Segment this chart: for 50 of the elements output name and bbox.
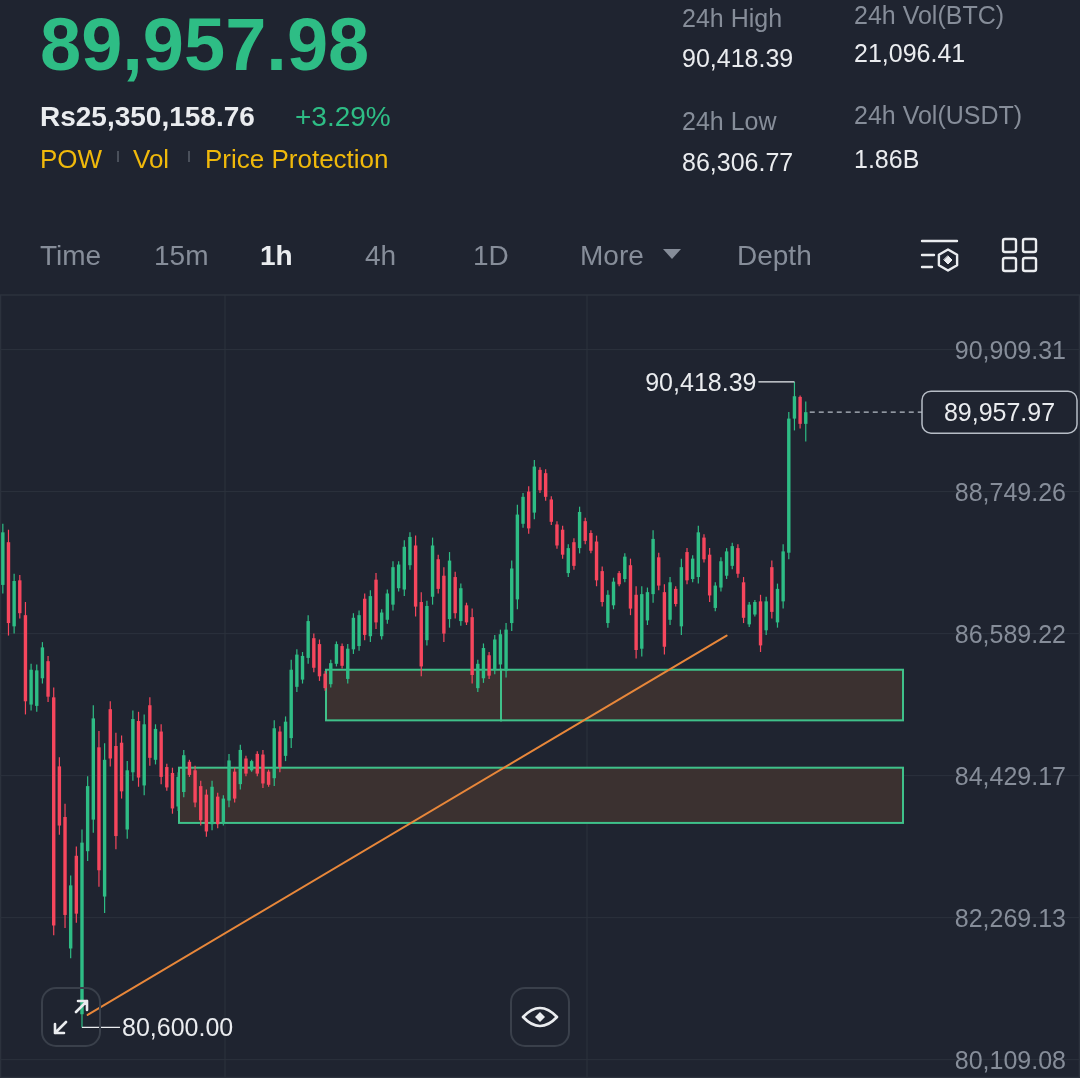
annotation: 90,418.39 <box>645 367 757 396</box>
y-tick-label: 82,269.13 <box>954 903 1066 932</box>
chart-title: 89,957.98 <box>40 3 370 86</box>
candlestick <box>572 537 576 571</box>
candlestick <box>487 651 491 680</box>
y-tick-label: 90,909.31 <box>954 335 1066 364</box>
candlestick <box>340 642 344 670</box>
candlestick <box>300 651 305 685</box>
text: 90,418.39 <box>682 44 794 72</box>
text: Depth <box>737 240 812 271</box>
text: Rs25,350,158.76 <box>40 101 255 132</box>
y-tick-label: 88,749.26 <box>954 477 1066 506</box>
text: Time <box>40 240 102 271</box>
candlestick <box>543 468 548 502</box>
text: 1h <box>260 240 293 271</box>
candlestick <box>244 755 248 777</box>
candlestick <box>323 670 327 692</box>
candlestick <box>589 529 593 554</box>
candlestick <box>555 520 559 550</box>
text: 24h Vol(USDT) <box>854 101 1023 129</box>
text: 86,306.77 <box>682 148 794 176</box>
text: 24h Vol(BTC) <box>854 1 1005 29</box>
y-tick-label: 80,109.08 <box>954 1045 1066 1074</box>
candlestick <box>583 517 587 545</box>
text: 24h High <box>682 4 783 32</box>
text: +3.29% <box>295 101 391 132</box>
text: Vol <box>133 144 170 174</box>
text: 15m <box>154 240 209 271</box>
candlestick <box>334 640 339 668</box>
text: Price Protection <box>205 144 389 174</box>
candlestick <box>730 542 734 570</box>
candlestick <box>538 466 542 494</box>
text: 21,096.41 <box>854 39 966 67</box>
candlestick <box>255 750 259 777</box>
text: 4h <box>365 240 397 271</box>
text: 24h Low <box>682 107 778 135</box>
candlestick <box>792 381 797 432</box>
text: 1D <box>473 240 509 271</box>
candlestick <box>623 552 627 583</box>
text: POW <box>40 144 103 174</box>
candlestick <box>702 533 706 564</box>
candlestick <box>165 763 169 792</box>
text: More <box>580 240 644 271</box>
candlestick <box>804 400 808 443</box>
annotation: 80,600.00 <box>121 1013 234 1042</box>
y-tick-label: 84,429.17 <box>954 761 1066 790</box>
text: 1.86B <box>854 145 920 173</box>
y-tick-label: 86,589.22 <box>954 619 1066 648</box>
candlestick <box>549 495 554 526</box>
ref-line-label: 89,957.97 <box>943 398 1056 427</box>
